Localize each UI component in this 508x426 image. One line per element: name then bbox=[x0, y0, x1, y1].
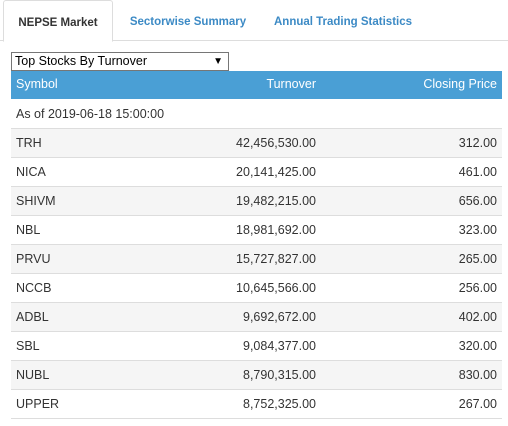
cell-symbol: UPPER bbox=[16, 397, 60, 411]
stock-filter-select[interactable]: Top Stocks By Turnover ▼ bbox=[11, 52, 229, 71]
tab-nepse-market[interactable]: NEPSE Market bbox=[3, 0, 113, 42]
cell-symbol: SHIVM bbox=[16, 194, 56, 208]
cell-turnover: 8,790,315.00 bbox=[243, 368, 316, 382]
caret-down-icon: ▼ bbox=[213, 56, 223, 67]
cell-turnover: 9,692,672.00 bbox=[243, 310, 316, 324]
table-row: NBL 18,981,692.00 323.00 bbox=[11, 216, 502, 245]
table-row: SHIVM 19,482,215.00 656.00 bbox=[11, 187, 502, 216]
table-row: TRH 42,456,530.00 312.00 bbox=[11, 129, 502, 158]
cell-turnover: 10,645,566.00 bbox=[236, 281, 316, 295]
column-header-closing-price: Closing Price bbox=[423, 77, 497, 91]
table-row: NUBL 8,790,315.00 830.00 bbox=[11, 361, 502, 390]
cell-closing-price: 461.00 bbox=[458, 165, 497, 179]
cell-closing-price: 402.00 bbox=[458, 310, 497, 324]
cell-turnover: 9,084,377.00 bbox=[243, 339, 316, 353]
tab-sectorwise-summary[interactable]: Sectorwise Summary bbox=[129, 16, 247, 28]
cell-symbol: NUBL bbox=[16, 368, 50, 382]
tab-annual-trading-statistics[interactable]: Annual Trading Statistics bbox=[273, 16, 413, 28]
cell-turnover: 8,752,325.00 bbox=[243, 397, 316, 411]
tab-bar: NEPSE Market Sectorwise Summary Annual T… bbox=[0, 0, 508, 42]
cell-symbol: NICA bbox=[16, 165, 46, 179]
cell-symbol: TRH bbox=[16, 136, 42, 150]
cell-symbol: PRVU bbox=[16, 252, 51, 266]
cell-turnover: 20,141,425.00 bbox=[236, 165, 316, 179]
cell-closing-price: 267.00 bbox=[458, 397, 497, 411]
table-row: UPPER 8,752,325.00 267.00 bbox=[11, 390, 502, 419]
table-header: Symbol Turnover Closing Price bbox=[11, 71, 502, 99]
table-body: TRH 42,456,530.00 312.00 NICA 20,141,425.00 4… bbox=[11, 129, 502, 419]
cell-symbol: SBL bbox=[16, 339, 40, 353]
cell-turnover: 19,482,215.00 bbox=[236, 194, 316, 208]
cell-closing-price: 323.00 bbox=[458, 223, 497, 237]
cell-turnover: 42,456,530.00 bbox=[236, 136, 316, 150]
stock-filter-value: Top Stocks By Turnover bbox=[15, 54, 148, 68]
cell-closing-price: 256.00 bbox=[458, 281, 497, 295]
cell-closing-price: 830.00 bbox=[458, 368, 497, 382]
cell-symbol: NBL bbox=[16, 223, 41, 237]
table-row: NCCB 10,645,566.00 256.00 bbox=[11, 274, 502, 303]
cell-closing-price: 265.00 bbox=[458, 252, 497, 266]
column-header-turnover: Turnover bbox=[266, 77, 316, 91]
top-stocks-table: Symbol Turnover Closing Price As of 2019… bbox=[11, 71, 502, 419]
cell-turnover: 18,981,692.00 bbox=[236, 223, 316, 237]
table-row: NICA 20,141,425.00 461.00 bbox=[11, 158, 502, 187]
table-row: ADBL 9,692,672.00 402.00 bbox=[11, 303, 502, 332]
as-of-timestamp: As of 2019-06-18 15:00:00 bbox=[11, 99, 502, 129]
cell-symbol: ADBL bbox=[16, 310, 49, 324]
table-row: SBL 9,084,377.00 320.00 bbox=[11, 332, 502, 361]
cell-turnover: 15,727,827.00 bbox=[236, 252, 316, 266]
column-header-symbol: Symbol bbox=[16, 77, 58, 91]
cell-closing-price: 656.00 bbox=[458, 194, 497, 208]
cell-closing-price: 312.00 bbox=[458, 136, 497, 150]
table-row: PRVU 15,727,827.00 265.00 bbox=[11, 245, 502, 274]
cell-closing-price: 320.00 bbox=[458, 339, 497, 353]
cell-symbol: NCCB bbox=[16, 281, 52, 295]
